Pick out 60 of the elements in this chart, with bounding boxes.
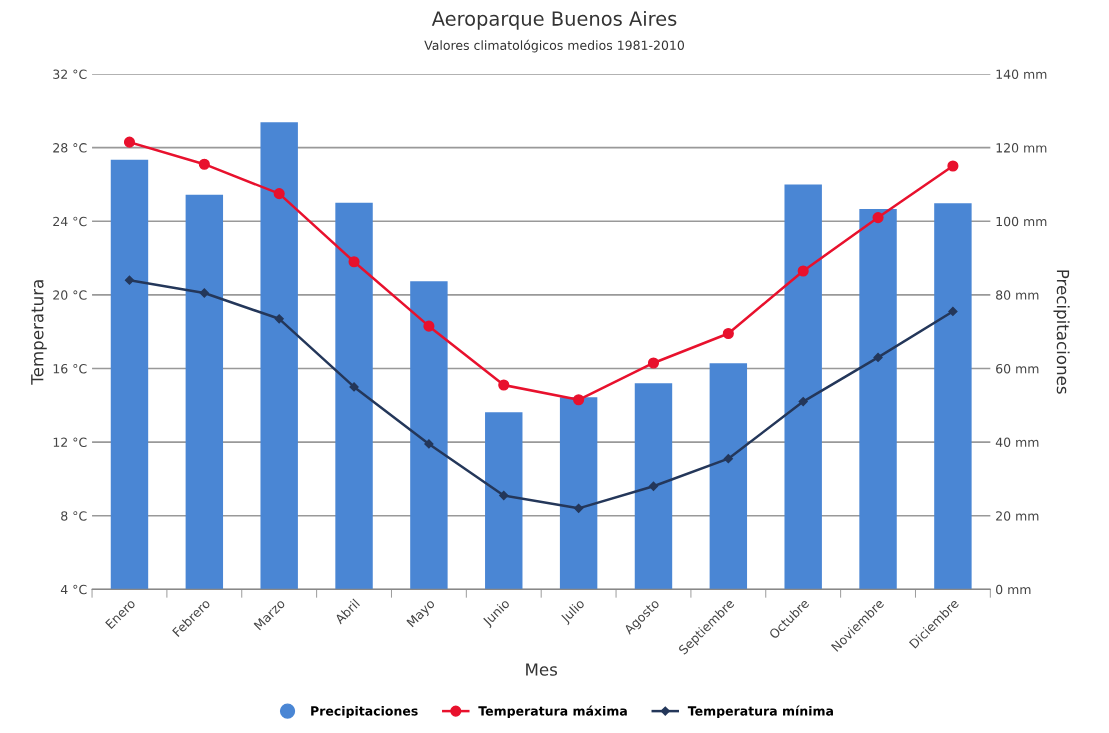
point [647,357,660,369]
point [873,352,883,363]
chart-title: Aeroparque Buenos Aires [431,10,677,30]
chart-subtitle: Valores climatológicos medios 1981-2010 [424,39,685,53]
bar [185,194,224,590]
y2-tick-label: 100 mm [996,216,1047,227]
y2-tick-label: 0 mm [996,584,1031,595]
bar [410,281,448,590]
legend-label: Temperatura mínima [687,705,833,719]
x-axis-title: Mes [526,663,558,676]
point [198,158,210,170]
bar [934,203,972,590]
bar [260,122,298,590]
point [573,503,584,513]
point [573,394,585,406]
point [274,314,284,324]
y2-axis-title: Precipitaciones [1053,270,1070,394]
y-tick-label: 16 °C [53,363,87,374]
point [199,288,209,298]
y2-tick-label: 60 mm [996,363,1039,374]
bar [784,184,822,590]
point [872,212,884,224]
bar [709,363,748,590]
bar [335,202,373,590]
point [349,382,359,392]
y-tick-label: 20 °C [53,290,87,300]
bar [859,209,897,590]
y-tick-label: 28 °C [53,143,87,153]
y-tick-label: 32 °C [53,69,87,79]
legend-label: Temperatura máxima [478,705,627,719]
point [723,454,733,464]
y-tick-label: 8 °C [61,511,87,521]
bar [559,397,598,590]
point [273,188,285,200]
y2-tick-label: 20 mm [996,511,1039,521]
point [648,481,659,491]
bar [485,412,523,590]
point [499,490,509,501]
y2-tick-label: 140 mm [996,69,1047,79]
point [424,439,434,449]
point [722,327,734,340]
bar [110,159,149,590]
point [348,256,360,268]
y-axis-title: Temperatura [31,280,47,385]
y-tick-label: 12 °C [53,437,87,448]
point [947,160,959,172]
point [797,265,809,277]
y-tick-label: 4 °C [60,584,87,595]
bar [634,383,673,590]
y-tick-label: 24 °C [53,216,87,227]
legend-label: Precipitaciones [311,705,418,719]
point [798,396,808,407]
point [948,306,958,317]
point [498,379,510,391]
point [124,275,135,285]
y2-tick-label: 120 mm [996,143,1047,153]
point [123,136,136,148]
y2-tick-label: 40 mm [995,437,1039,448]
y2-tick-label: 80 mm [996,290,1039,300]
point [423,320,435,332]
